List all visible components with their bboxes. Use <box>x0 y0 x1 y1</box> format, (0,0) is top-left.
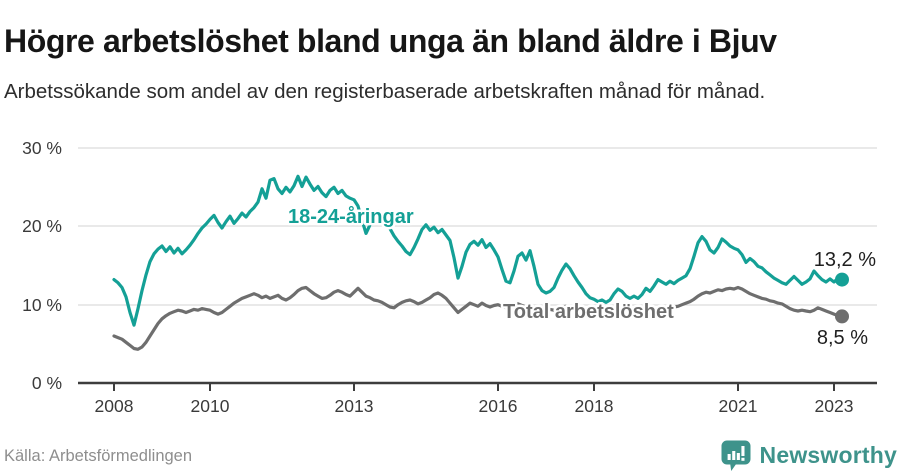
chart-title: Högre arbetslöshet bland unga än bland ä… <box>4 23 777 60</box>
source-attribution: Källa: Arbetsförmedlingen <box>4 447 193 465</box>
x-axis-baseline: 0 % <box>32 373 877 393</box>
total-unemployment-line <box>112 285 844 351</box>
y-tick-label: 0 % <box>32 373 62 393</box>
youth-end-value-label: 13,2 % <box>814 249 876 271</box>
total-unemployment-end-dot <box>835 309 849 324</box>
chart-subtitle: Arbetssökande som andel av den registerb… <box>4 79 766 103</box>
x-tick-label: 2021 <box>719 396 758 416</box>
x-tick-label: 2016 <box>479 396 518 416</box>
youth-unemployment-end-dot <box>835 272 849 287</box>
youth-unemployment-line <box>112 174 844 327</box>
x-tick-label: 2023 <box>815 396 854 416</box>
y-tick-label: 10 % <box>22 295 62 315</box>
x-tick-2010: 2010 <box>191 383 230 416</box>
x-tick-label: 2010 <box>191 396 230 416</box>
x-tick-label: 2018 <box>575 396 614 416</box>
x-tick-label: 2013 <box>335 396 374 416</box>
x-tick-label: 2008 <box>95 396 134 416</box>
x-tick-2016: 2016 <box>479 383 518 416</box>
newsworthy-logo[interactable]: Newsworthy <box>720 438 897 472</box>
total-series-label: Total arbetslöshet <box>503 301 674 323</box>
x-tick-2008: 2008 <box>95 383 134 416</box>
x-tick-2023: 2023 <box>815 383 854 416</box>
x-tick-2021: 2021 <box>719 383 758 416</box>
x-tick-2013: 2013 <box>335 383 374 416</box>
newsworthy-wordmark: Newsworthy <box>759 441 897 468</box>
total-end-value-label: 8,5 % <box>817 327 868 349</box>
x-tick-2018: 2018 <box>575 383 614 416</box>
y-tick-label: 20 % <box>22 216 62 236</box>
y-gridline-20: 20 % <box>22 216 877 236</box>
youth-series-label: 18-24-åringar <box>288 205 414 228</box>
y-tick-label: 30 % <box>22 138 62 158</box>
y-gridline-30: 30 % <box>22 138 877 158</box>
speech-bubble-bar-chart-icon <box>721 440 751 471</box>
line-chart: 30 % 20 % 10 % 0 % 2008 2010 2013 <box>22 138 877 416</box>
